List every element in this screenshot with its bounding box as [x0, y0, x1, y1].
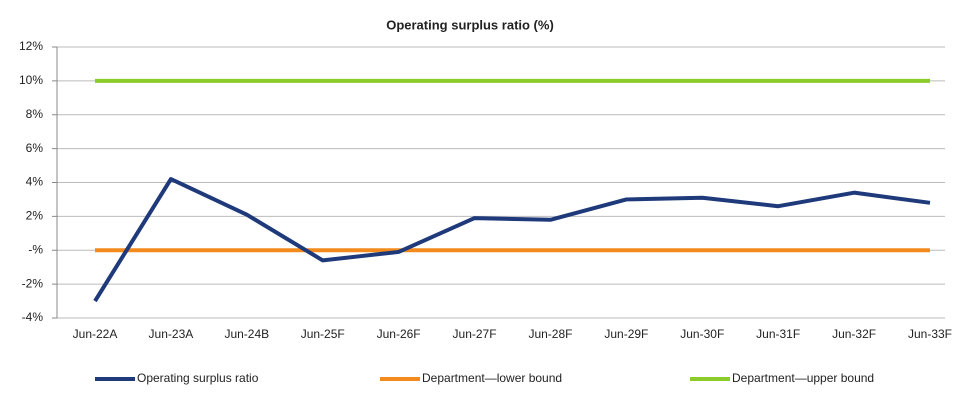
legend-label: Department—upper bound [732, 371, 874, 385]
y-tick-label: 12% [19, 39, 43, 53]
x-tick-label: Jun-31F [756, 327, 800, 341]
series-line [93, 177, 931, 303]
x-tick-label: Jun-22A [73, 327, 118, 341]
y-tick-label: 2% [26, 209, 44, 223]
x-tick-label: Jun-33F [908, 327, 952, 341]
legend-label: Department—lower bound [422, 371, 562, 385]
y-tick-label: -2% [22, 276, 44, 290]
y-tick-label: 10% [19, 73, 43, 87]
x-tick-label: Jun-25F [301, 327, 345, 341]
chart-title: Operating surplus ratio (%) [386, 17, 554, 32]
y-tick-label: -% [28, 242, 43, 256]
y-tick-label: 4% [26, 175, 44, 189]
x-tick-label: Jun-24B [224, 327, 269, 341]
x-tick-label: Jun-32F [832, 327, 876, 341]
legend-label: Operating surplus ratio [137, 371, 259, 385]
y-tick-label: -4% [22, 310, 44, 324]
x-tick-label: Jun-28F [528, 327, 572, 341]
y-tick-label: 8% [26, 107, 44, 121]
x-tick-label: Jun-23A [149, 327, 194, 341]
x-tick-label: Jun-30F [680, 327, 724, 341]
x-tick-label: Jun-26F [377, 327, 421, 341]
x-tick-label: Jun-29F [604, 327, 648, 341]
x-tick-label: Jun-27F [453, 327, 497, 341]
y-tick-label: 6% [26, 141, 44, 155]
